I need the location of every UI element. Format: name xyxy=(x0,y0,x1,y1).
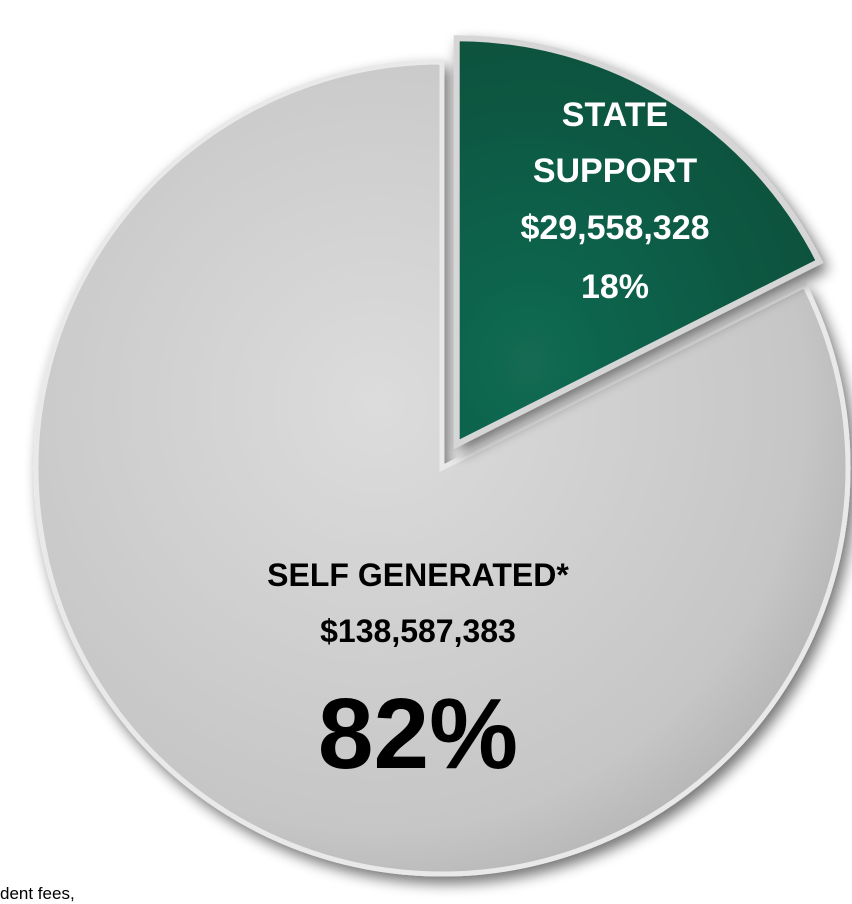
state-support-amount: $29,558,328 xyxy=(520,209,709,247)
pie-slice-state-support xyxy=(453,35,824,450)
self-generated-percent: 82% xyxy=(318,678,518,790)
footnote: dent fees, xyxy=(0,884,75,903)
state-support-name-line2: SUPPORT xyxy=(533,152,698,190)
state-support-name-line1: STATE xyxy=(562,96,668,134)
self-generated-name: SELF GENERATED* xyxy=(267,557,569,593)
pie-slice-self-generated xyxy=(33,59,851,877)
self-generated-amount: $138,587,383 xyxy=(320,613,516,649)
state-support-percent: 18% xyxy=(581,268,649,306)
